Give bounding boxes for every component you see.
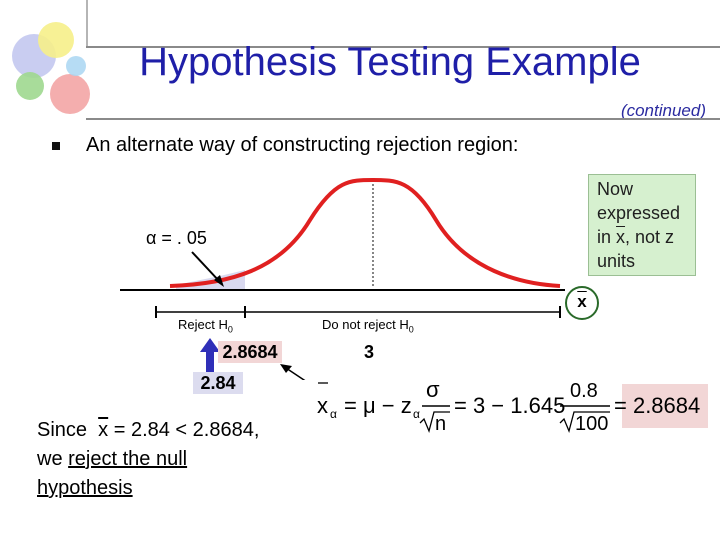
callout-line1: Now — [597, 179, 634, 199]
formula-eq1: = μ − z — [344, 393, 412, 418]
title-top-rule — [86, 46, 720, 48]
formula-sigma: σ — [426, 377, 440, 402]
formula-result: = 2.8684 — [614, 393, 700, 418]
callout-notz: , not z — [625, 227, 675, 247]
conclusion-inequality: = 2.84 < 2.8684, — [108, 419, 260, 441]
formula-den: 100 — [575, 413, 608, 435]
formula-alpha-sub: α — [330, 407, 337, 421]
callout-xbar: x — [616, 227, 626, 247]
callout-in: in — [597, 227, 612, 247]
formula-x: x — [317, 393, 328, 418]
title-bottom-rule — [86, 118, 720, 120]
formula-result-highlight — [622, 384, 708, 428]
formula-pointer — [285, 367, 306, 380]
reject-sub: 0 — [227, 324, 233, 335]
alpha-pointer — [191, 251, 221, 283]
normal-curve-chart — [120, 177, 565, 380]
formula-eq2: = 3 − 1.645 — [454, 393, 565, 418]
formula-sqrt2 — [559, 411, 610, 434]
conclusion-line3: hypothesis — [37, 474, 317, 503]
callout-line2: expressed — [597, 203, 681, 223]
title-vertical-rule — [86, 0, 88, 48]
formula-num: 0.8 — [570, 380, 598, 402]
x-axis-label: x — [565, 286, 599, 320]
formula-z-sub: α — [413, 407, 420, 421]
formula-sqrt1 — [419, 411, 450, 434]
critical-arrow-head — [200, 338, 220, 352]
noreject-sub: 0 — [408, 324, 414, 335]
decorative-circles — [12, 22, 90, 114]
callout-line4: units — [597, 251, 636, 271]
conclusion-reject: reject the null — [68, 448, 188, 470]
critical-value-formula: x α = μ − z α σ n = 3 − 1.645 0.8 100 = … — [317, 377, 700, 435]
bullet-marker — [52, 142, 60, 150]
conclusion-line1: Since x = 2.84 < 2.8684, — [37, 416, 317, 445]
conclusion-hypothesis: hypothesis — [37, 477, 133, 499]
units-callout: Now expressed in x, not z units — [588, 174, 696, 276]
critical-value-label: 2.8684 — [218, 341, 282, 363]
mean-value-label: 3 — [364, 342, 375, 362]
reject-region-label: Reject H0 — [178, 317, 233, 335]
xbar-value-label: 2.84 — [193, 372, 243, 394]
conclusion-text: Since x = 2.84 < 2.8684, we reject the n… — [37, 416, 317, 503]
normal-curve — [169, 177, 561, 288]
alpha-pointer-head — [214, 275, 224, 287]
bullet-text: An alternate way of constructing rejecti… — [86, 134, 519, 156]
alpha-label: α = . 05 — [146, 228, 207, 248]
since-word: Since — [37, 419, 88, 441]
reject-text: Reject H — [178, 317, 228, 332]
continued-label: (continued) — [620, 101, 706, 120]
conclusion-xbar: x — [98, 419, 109, 441]
page-title: Hypothesis Testing Example — [139, 40, 641, 84]
noreject-region-label: Do not reject H0 — [322, 317, 414, 335]
conclusion-we: we — [37, 448, 69, 470]
formula-pointer-head — [280, 364, 292, 373]
title-wrap: Hypothesis Testing Example — [110, 40, 670, 85]
critical-arrow-shaft — [206, 350, 214, 372]
noreject-text: Do not reject H — [322, 317, 409, 332]
conclusion-line2: we reject the null — [37, 445, 317, 474]
callout-line3: in x, not z — [597, 225, 695, 249]
formula-n: n — [435, 413, 446, 435]
